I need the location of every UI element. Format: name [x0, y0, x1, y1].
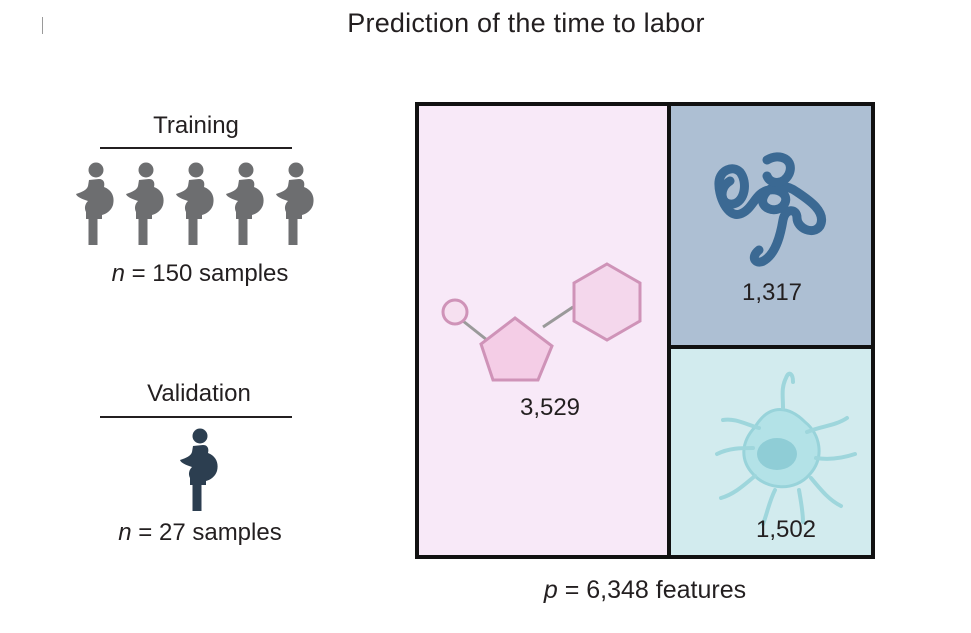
proteomics-count: 1,317 — [741, 279, 803, 306]
training-rule — [100, 147, 292, 149]
pregnant-woman-icon — [176, 162, 214, 245]
validation-label: Validation — [147, 380, 251, 407]
total-features-caption: p = 6,348 features — [415, 576, 875, 605]
metabolomics-count: 3,529 — [519, 394, 581, 421]
feature-blocks-diagram: 3,529 1,317 1,502 — [415, 102, 875, 559]
validation-count-text: = 27 samples — [138, 519, 282, 546]
total-features-text: = 6,348 features — [564, 576, 747, 604]
figure-title: Prediction of the time to labor — [347, 8, 705, 38]
p-symbol: p — [543, 576, 558, 604]
cytometry-count: 1,502 — [755, 516, 817, 543]
training-count-text: = 150 samples — [131, 260, 289, 287]
pregnant-woman-icon — [126, 162, 164, 245]
pregnant-woman-icon — [180, 428, 218, 511]
proteomics-block — [669, 104, 873, 347]
n-symbol: n — [118, 519, 132, 546]
molecule-icon — [441, 262, 642, 382]
pregnant-woman-icon — [276, 162, 314, 245]
validation-sample-count: n = 27 samples — [80, 519, 320, 547]
pregnant-women-icon-group — [76, 162, 314, 245]
validation-rule — [100, 416, 292, 418]
pregnant-woman-icon — [226, 162, 264, 245]
protein-icon — [714, 152, 826, 267]
training-label: Training — [153, 112, 239, 139]
immune-cell-icon — [715, 371, 857, 526]
n-symbol: n — [111, 260, 125, 287]
text-cursor-mark — [42, 17, 43, 34]
training-women-icons — [70, 160, 320, 246]
metabolomics-block — [417, 104, 669, 557]
pregnant-woman-icon — [76, 162, 114, 245]
training-sample-count: n = 150 samples — [80, 260, 320, 288]
validation-women-icons — [170, 426, 230, 512]
